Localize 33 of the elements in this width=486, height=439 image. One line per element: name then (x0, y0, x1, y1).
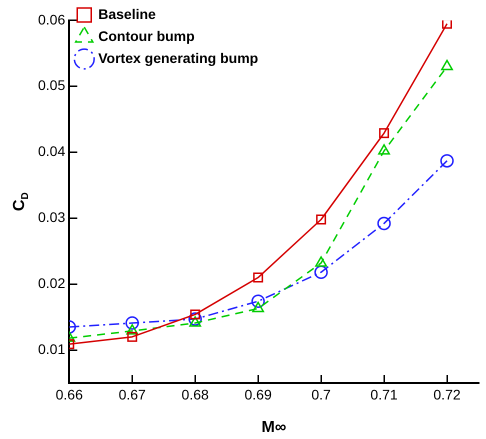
x-tick-label: 0.7 (311, 386, 332, 402)
y-tick-label: 0.03 (38, 209, 66, 226)
x-tick-label: 0.72 (433, 386, 461, 402)
point (377, 216, 391, 230)
legend-label: Baseline (98, 6, 156, 22)
y-tick-label: 0.01 (38, 340, 66, 357)
y-axis-title: CD (11, 192, 31, 212)
y-tick-label: 0.06 (38, 11, 66, 28)
point (188, 312, 202, 326)
x-tick-label: 0.69 (244, 386, 272, 402)
legend-label: Vortex generating bump (98, 50, 258, 66)
point (316, 214, 326, 224)
point (252, 302, 264, 312)
point (379, 128, 390, 138)
point (126, 324, 138, 335)
point (253, 272, 264, 283)
point (315, 256, 328, 267)
point (127, 332, 138, 342)
y-tick-label: 0.04 (38, 143, 66, 160)
x-tick-label: 0.66 (56, 386, 84, 402)
x-tick-label: 0.67 (118, 386, 146, 402)
legend-label: Contour bump (98, 28, 195, 44)
x-tick-label: 0.68 (182, 386, 210, 402)
y-tick-label: 0.02 (38, 274, 66, 291)
point (442, 20, 452, 29)
point (251, 294, 265, 308)
point (125, 316, 139, 330)
point (189, 316, 202, 327)
point (314, 265, 328, 279)
y-tick-label: 0.05 (38, 77, 66, 94)
x-axis-title: M∞ (262, 418, 286, 436)
point (440, 154, 454, 168)
x-tick-label: 0.71 (370, 386, 398, 402)
